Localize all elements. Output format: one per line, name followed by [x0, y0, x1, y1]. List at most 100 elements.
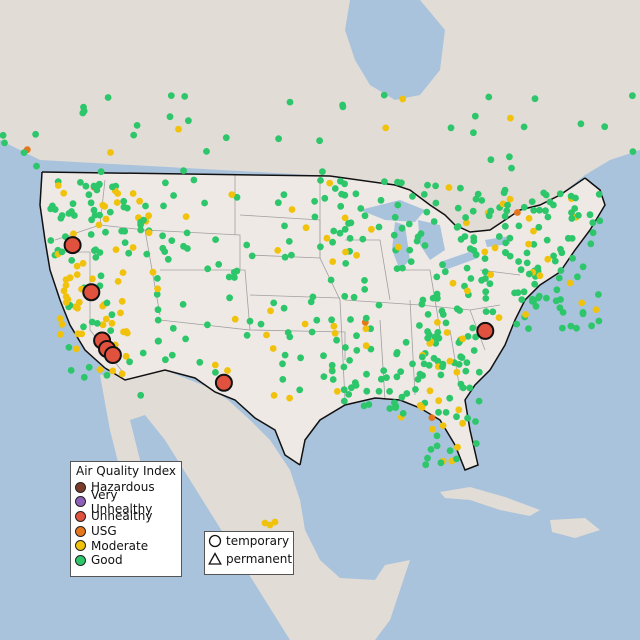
- station-marker: [540, 189, 548, 197]
- station-marker: [427, 446, 435, 453]
- station-marker: [1, 139, 8, 147]
- unhealthy-station-marker: [63, 236, 82, 255]
- station-marker: [179, 301, 187, 308]
- station-marker: [87, 199, 95, 207]
- station-marker: [559, 309, 567, 316]
- station-marker: [328, 361, 336, 369]
- station-marker: [297, 354, 304, 362]
- station-marker: [257, 320, 265, 328]
- station-marker: [463, 359, 471, 366]
- station-marker: [56, 315, 64, 322]
- station-marker: [368, 225, 375, 233]
- station-marker: [454, 204, 462, 212]
- station-marker: [375, 387, 383, 395]
- station-marker: [405, 220, 413, 228]
- legend-label: Unhealthy: [91, 509, 153, 524]
- station-marker: [557, 245, 564, 253]
- station-marker: [326, 179, 334, 187]
- station-marker: [120, 203, 128, 211]
- station-marker: [425, 331, 433, 339]
- station-marker: [323, 234, 331, 242]
- station-marker: [341, 180, 348, 188]
- station-marker: [426, 387, 434, 395]
- station-marker: [215, 261, 223, 268]
- station-marker: [459, 419, 466, 427]
- station-marker: [446, 357, 454, 365]
- station-marker: [430, 354, 438, 362]
- station-marker: [341, 225, 349, 233]
- legend-label: Moderate: [91, 538, 149, 553]
- station-marker: [501, 212, 509, 220]
- station-marker: [501, 186, 509, 194]
- station-marker: [329, 376, 337, 383]
- station-marker: [154, 306, 162, 314]
- station-marker: [402, 338, 410, 346]
- station-marker: [107, 327, 115, 334]
- station-marker: [228, 191, 236, 199]
- station-marker: [412, 386, 419, 393]
- station-marker: [77, 179, 84, 186]
- station-marker: [420, 360, 428, 368]
- station-marker: [274, 199, 282, 207]
- station-marker: [380, 91, 388, 99]
- station-marker: [88, 318, 96, 326]
- station-marker: [470, 129, 477, 137]
- station-marker: [162, 356, 169, 364]
- station-marker: [149, 268, 157, 276]
- station-marker: [159, 232, 167, 240]
- station-marker: [589, 219, 597, 227]
- station-marker: [544, 255, 552, 263]
- station-marker: [433, 273, 441, 281]
- station-marker: [489, 308, 497, 316]
- station-marker: [475, 368, 483, 376]
- station-marker: [102, 315, 110, 323]
- station-marker: [586, 211, 594, 219]
- station-marker: [514, 289, 522, 296]
- station-marker: [464, 287, 471, 295]
- station-marker: [357, 205, 365, 212]
- station-marker: [453, 413, 460, 421]
- canada-land: [0, 0, 640, 232]
- usg-swatch: [75, 525, 86, 537]
- station-marker: [433, 442, 441, 450]
- station-marker: [435, 397, 443, 405]
- station-marker: [543, 294, 550, 302]
- station-marker: [73, 271, 81, 278]
- station-marker: [475, 397, 483, 405]
- station-marker: [495, 314, 503, 321]
- station-marker: [579, 310, 587, 318]
- station-marker: [382, 124, 390, 132]
- station-marker: [329, 258, 337, 265]
- station-marker: [58, 321, 66, 328]
- station-marker: [531, 95, 539, 103]
- station-marker: [472, 333, 479, 341]
- station-marker: [119, 269, 127, 276]
- station-marker: [66, 274, 74, 282]
- station-marker: [391, 213, 399, 221]
- station-marker: [82, 182, 90, 190]
- station-marker: [472, 418, 479, 425]
- station-marker: [331, 185, 339, 192]
- station-marker: [270, 392, 278, 399]
- legend-item-moderate: Moderate: [71, 538, 181, 553]
- station-marker: [531, 280, 539, 288]
- unhealthy-station-marker: [476, 321, 495, 340]
- station-marker: [118, 297, 126, 305]
- station-marker: [419, 372, 426, 379]
- station-marker: [341, 292, 349, 300]
- station-marker: [296, 386, 304, 394]
- station-marker: [455, 406, 463, 414]
- station-marker: [568, 209, 575, 217]
- station-marker: [169, 324, 177, 332]
- station-marker: [317, 243, 324, 251]
- legend-item-temporary: temporary: [205, 532, 293, 550]
- station-marker: [550, 201, 557, 209]
- station-marker: [145, 229, 153, 237]
- station-marker: [577, 120, 585, 128]
- station-marker: [353, 332, 360, 340]
- station-marker: [233, 267, 241, 275]
- station-marker: [285, 238, 293, 245]
- station-marker: [361, 286, 369, 293]
- station-marker: [313, 316, 321, 324]
- station-marker: [308, 328, 316, 336]
